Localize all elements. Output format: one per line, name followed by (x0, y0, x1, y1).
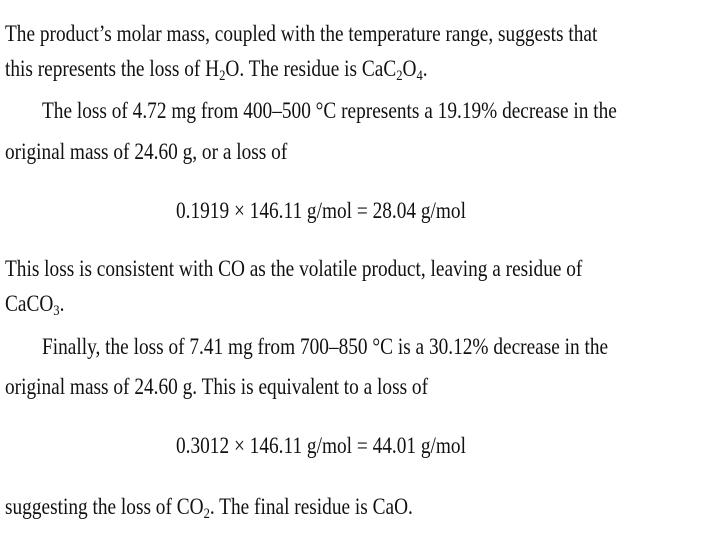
text-line: this represents the loss of H2O. The res… (5, 55, 428, 84)
subscript: 3 (53, 303, 60, 319)
text-line: The product’s molar mass, coupled with t… (5, 20, 597, 48)
text-run: original mass of 24.60 g. This is equiva… (5, 374, 429, 399)
text-run: original mass of 24.60 g, or a loss of (5, 139, 288, 164)
text-run: . (59, 291, 65, 316)
subscript: 4 (416, 68, 423, 84)
equation: 0.3012 × 146.11 g/mol = 44.01 g/mol (176, 432, 466, 460)
text-line: original mass of 24.60 g, or a loss of (5, 138, 287, 166)
text-line: This loss is consistent with CO as the v… (5, 255, 582, 283)
text-line: original mass of 24.60 g. This is equiva… (5, 373, 428, 401)
subscript: 2 (219, 68, 226, 84)
subscript: 2 (203, 506, 210, 522)
text-line: suggesting the loss of CO2. The final re… (5, 493, 413, 522)
text-run: 0.3012 × 146.11 g/mol = 44.01 g/mol (176, 433, 466, 458)
text-run: CaCO (5, 291, 54, 316)
text-run: Finally, the loss of 7.41 mg from 700–85… (42, 334, 609, 359)
text-run: The loss of 4.72 mg from 400–500 °C repr… (42, 98, 617, 123)
equation: 0.1919 × 146.11 g/mol = 28.04 g/mol (176, 197, 466, 225)
text-run: . (422, 56, 428, 81)
text-run: O (402, 56, 417, 81)
text-run: 0.1919 × 146.11 g/mol = 28.04 g/mol (176, 198, 466, 223)
text-line: Finally, the loss of 7.41 mg from 700–85… (42, 333, 608, 361)
text-run: This loss is consistent with CO as the v… (5, 256, 583, 281)
subscript: 2 (396, 68, 403, 84)
text-line: CaCO3. (5, 290, 65, 319)
text-run: O. The residue is CaC (225, 56, 397, 81)
text-run: The product’s molar mass, coupled with t… (5, 21, 598, 46)
text-run: this represents the loss of H (5, 56, 220, 81)
text-line: The loss of 4.72 mg from 400–500 °C repr… (42, 97, 617, 125)
text-run: . The final residue is CaO. (209, 494, 413, 519)
text-run: suggesting the loss of CO (5, 494, 204, 519)
